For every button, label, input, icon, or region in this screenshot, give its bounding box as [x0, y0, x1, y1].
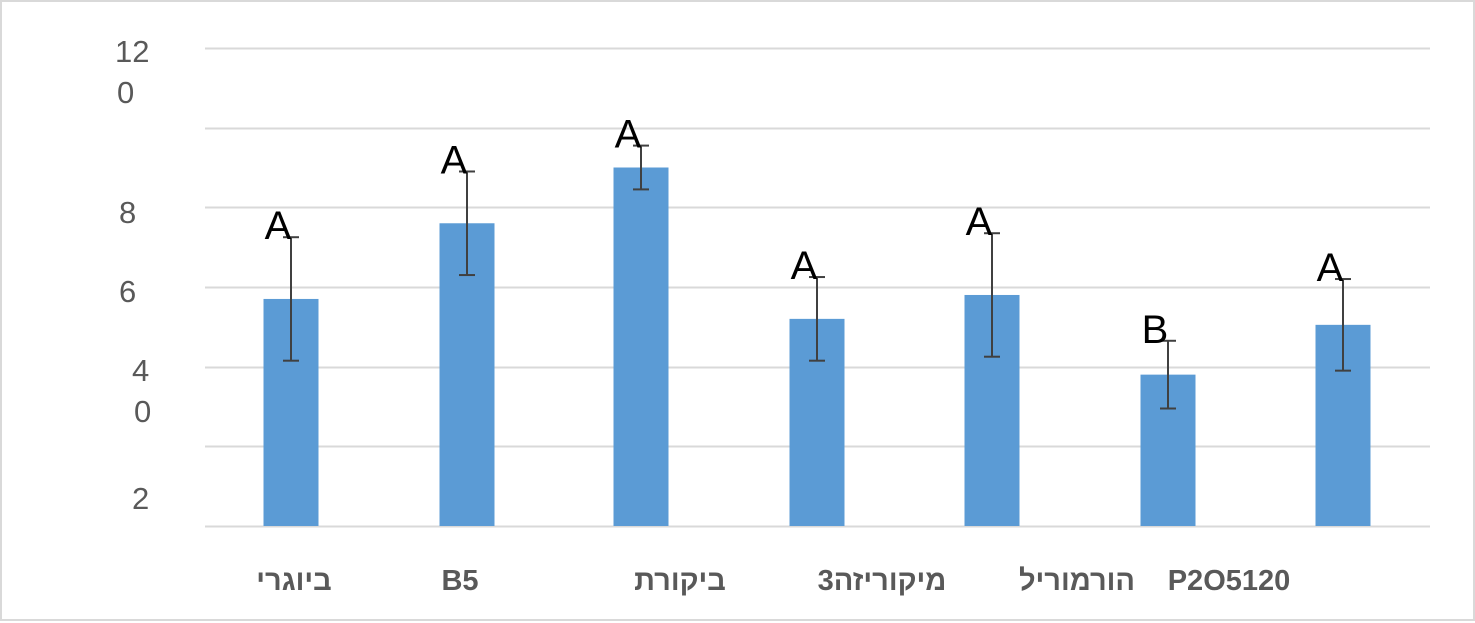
error-bar: [1160, 339, 1176, 410]
x-tick-label: ביוגרי: [256, 565, 331, 597]
significance-letter: A: [1317, 246, 1344, 290]
error-bar: [633, 144, 649, 191]
x-tick-label: B5: [441, 565, 478, 597]
error-bar: [809, 276, 825, 362]
significance-letter: A: [441, 138, 468, 182]
y-tick-label: 8: [119, 195, 136, 230]
x-tick-label: ביקורת: [634, 565, 726, 597]
y-tick-label: 6: [119, 274, 136, 309]
significance-letter: A: [615, 113, 642, 157]
error-bar: [283, 236, 299, 362]
x-tick-label: 3מיקוריזה: [818, 565, 947, 597]
error-bar: [1335, 278, 1351, 372]
y-tick-label: 12 0: [115, 34, 149, 110]
x-axis-ticks: ביוגרי B5 ביקורת 3מיקוריזה הורמוריל P2O5120: [256, 565, 1290, 597]
error-bars: [283, 144, 1351, 410]
significance-letters: A A A A A B A: [265, 113, 1344, 352]
significance-letter: A: [265, 204, 292, 248]
significance-letter: A: [966, 200, 993, 244]
significance-letter: A: [791, 244, 818, 288]
error-bar: [459, 170, 475, 277]
bar: [613, 167, 669, 526]
error-bar: [984, 232, 1000, 358]
significance-letter: B: [1142, 308, 1169, 352]
x-tick-label: הורמוריל: [1019, 565, 1135, 597]
y-tick-label: 2: [132, 481, 149, 516]
x-tick-label: P2O5120: [1168, 565, 1291, 597]
y-axis-ticks: 12 0 8 6 4 0 2: [115, 34, 151, 516]
